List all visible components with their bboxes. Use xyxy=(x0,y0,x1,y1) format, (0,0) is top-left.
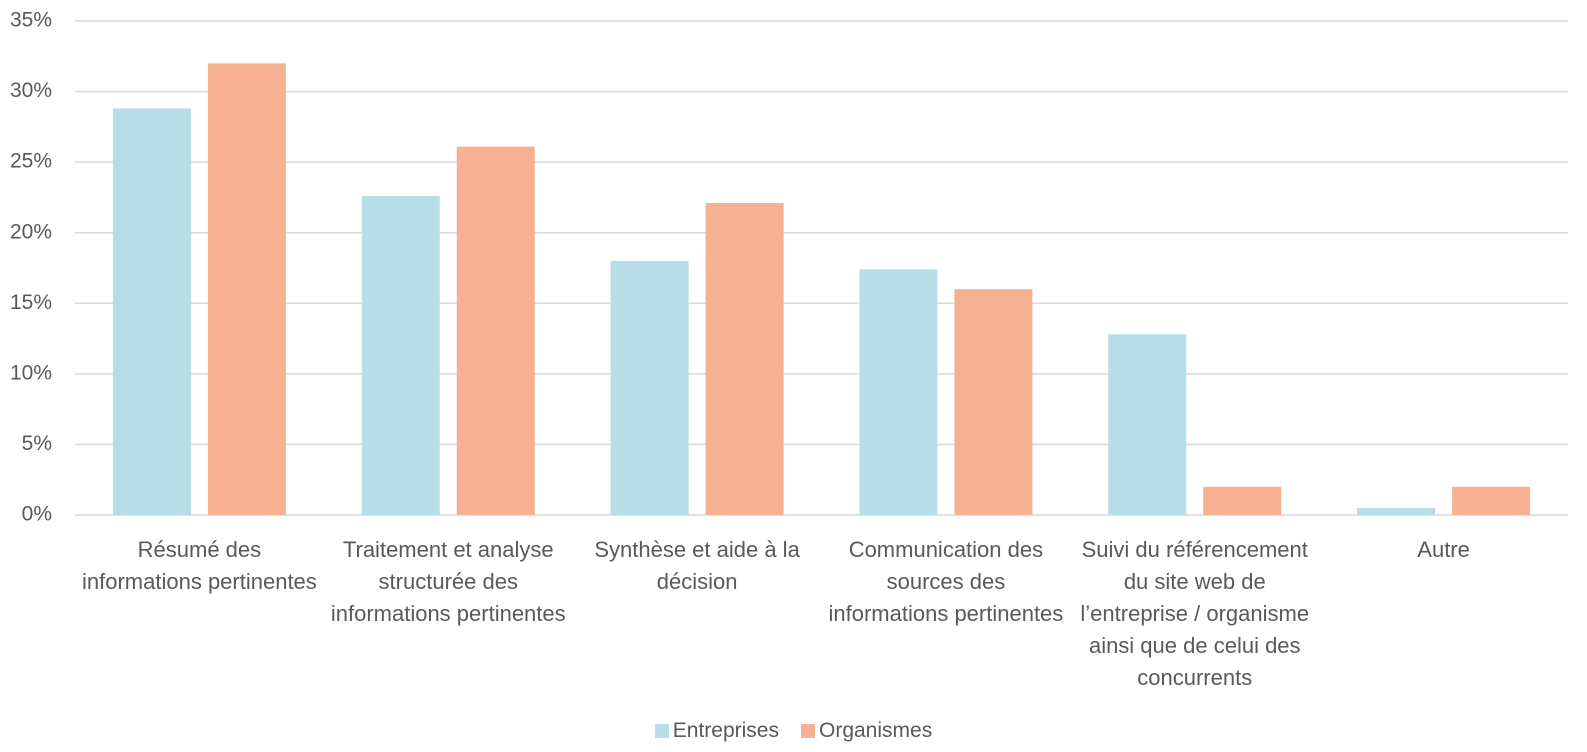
x-tick-label: Autre xyxy=(1417,537,1470,562)
x-tick-label: Suivi du référencement du site web de l’… xyxy=(1080,537,1310,690)
x-tick-label: Synthèse et aide à la décision xyxy=(594,537,800,594)
x-tick-label: Communication des sources des informatio… xyxy=(828,537,1064,626)
y-tick-label: 15% xyxy=(10,291,52,314)
legend: Entreprises Organismes xyxy=(0,719,1587,743)
legend-label: Organismes xyxy=(819,719,933,742)
x-tick-label: Traitement et analyse structurée des inf… xyxy=(330,537,566,626)
y-tick-label: 25% xyxy=(10,150,52,173)
bar xyxy=(1203,486,1282,515)
legend-swatch xyxy=(801,724,815,738)
legend-item: Entreprises xyxy=(654,719,779,743)
x-tick-label: Résumé des informations pertinentes xyxy=(82,537,317,594)
bar xyxy=(859,269,938,515)
bar xyxy=(361,196,440,515)
legend-swatch xyxy=(654,724,669,738)
bar xyxy=(456,146,535,516)
bar xyxy=(610,260,689,515)
y-tick-label: 10% xyxy=(10,361,52,384)
y-tick-label: 20% xyxy=(10,220,52,243)
bar xyxy=(954,289,1033,515)
bar xyxy=(1357,507,1436,515)
y-tick-label: 0% xyxy=(22,503,52,526)
legend-item: Organismes xyxy=(801,719,932,743)
bar xyxy=(1108,334,1187,515)
y-tick-label: 5% xyxy=(22,432,52,455)
bar xyxy=(112,108,191,515)
bar xyxy=(207,63,286,515)
legend-label: Entreprises xyxy=(672,719,779,742)
y-tick-label: 30% xyxy=(10,79,52,102)
y-tick-label: 35% xyxy=(10,9,52,32)
bar xyxy=(705,203,784,515)
bar xyxy=(1452,486,1531,515)
